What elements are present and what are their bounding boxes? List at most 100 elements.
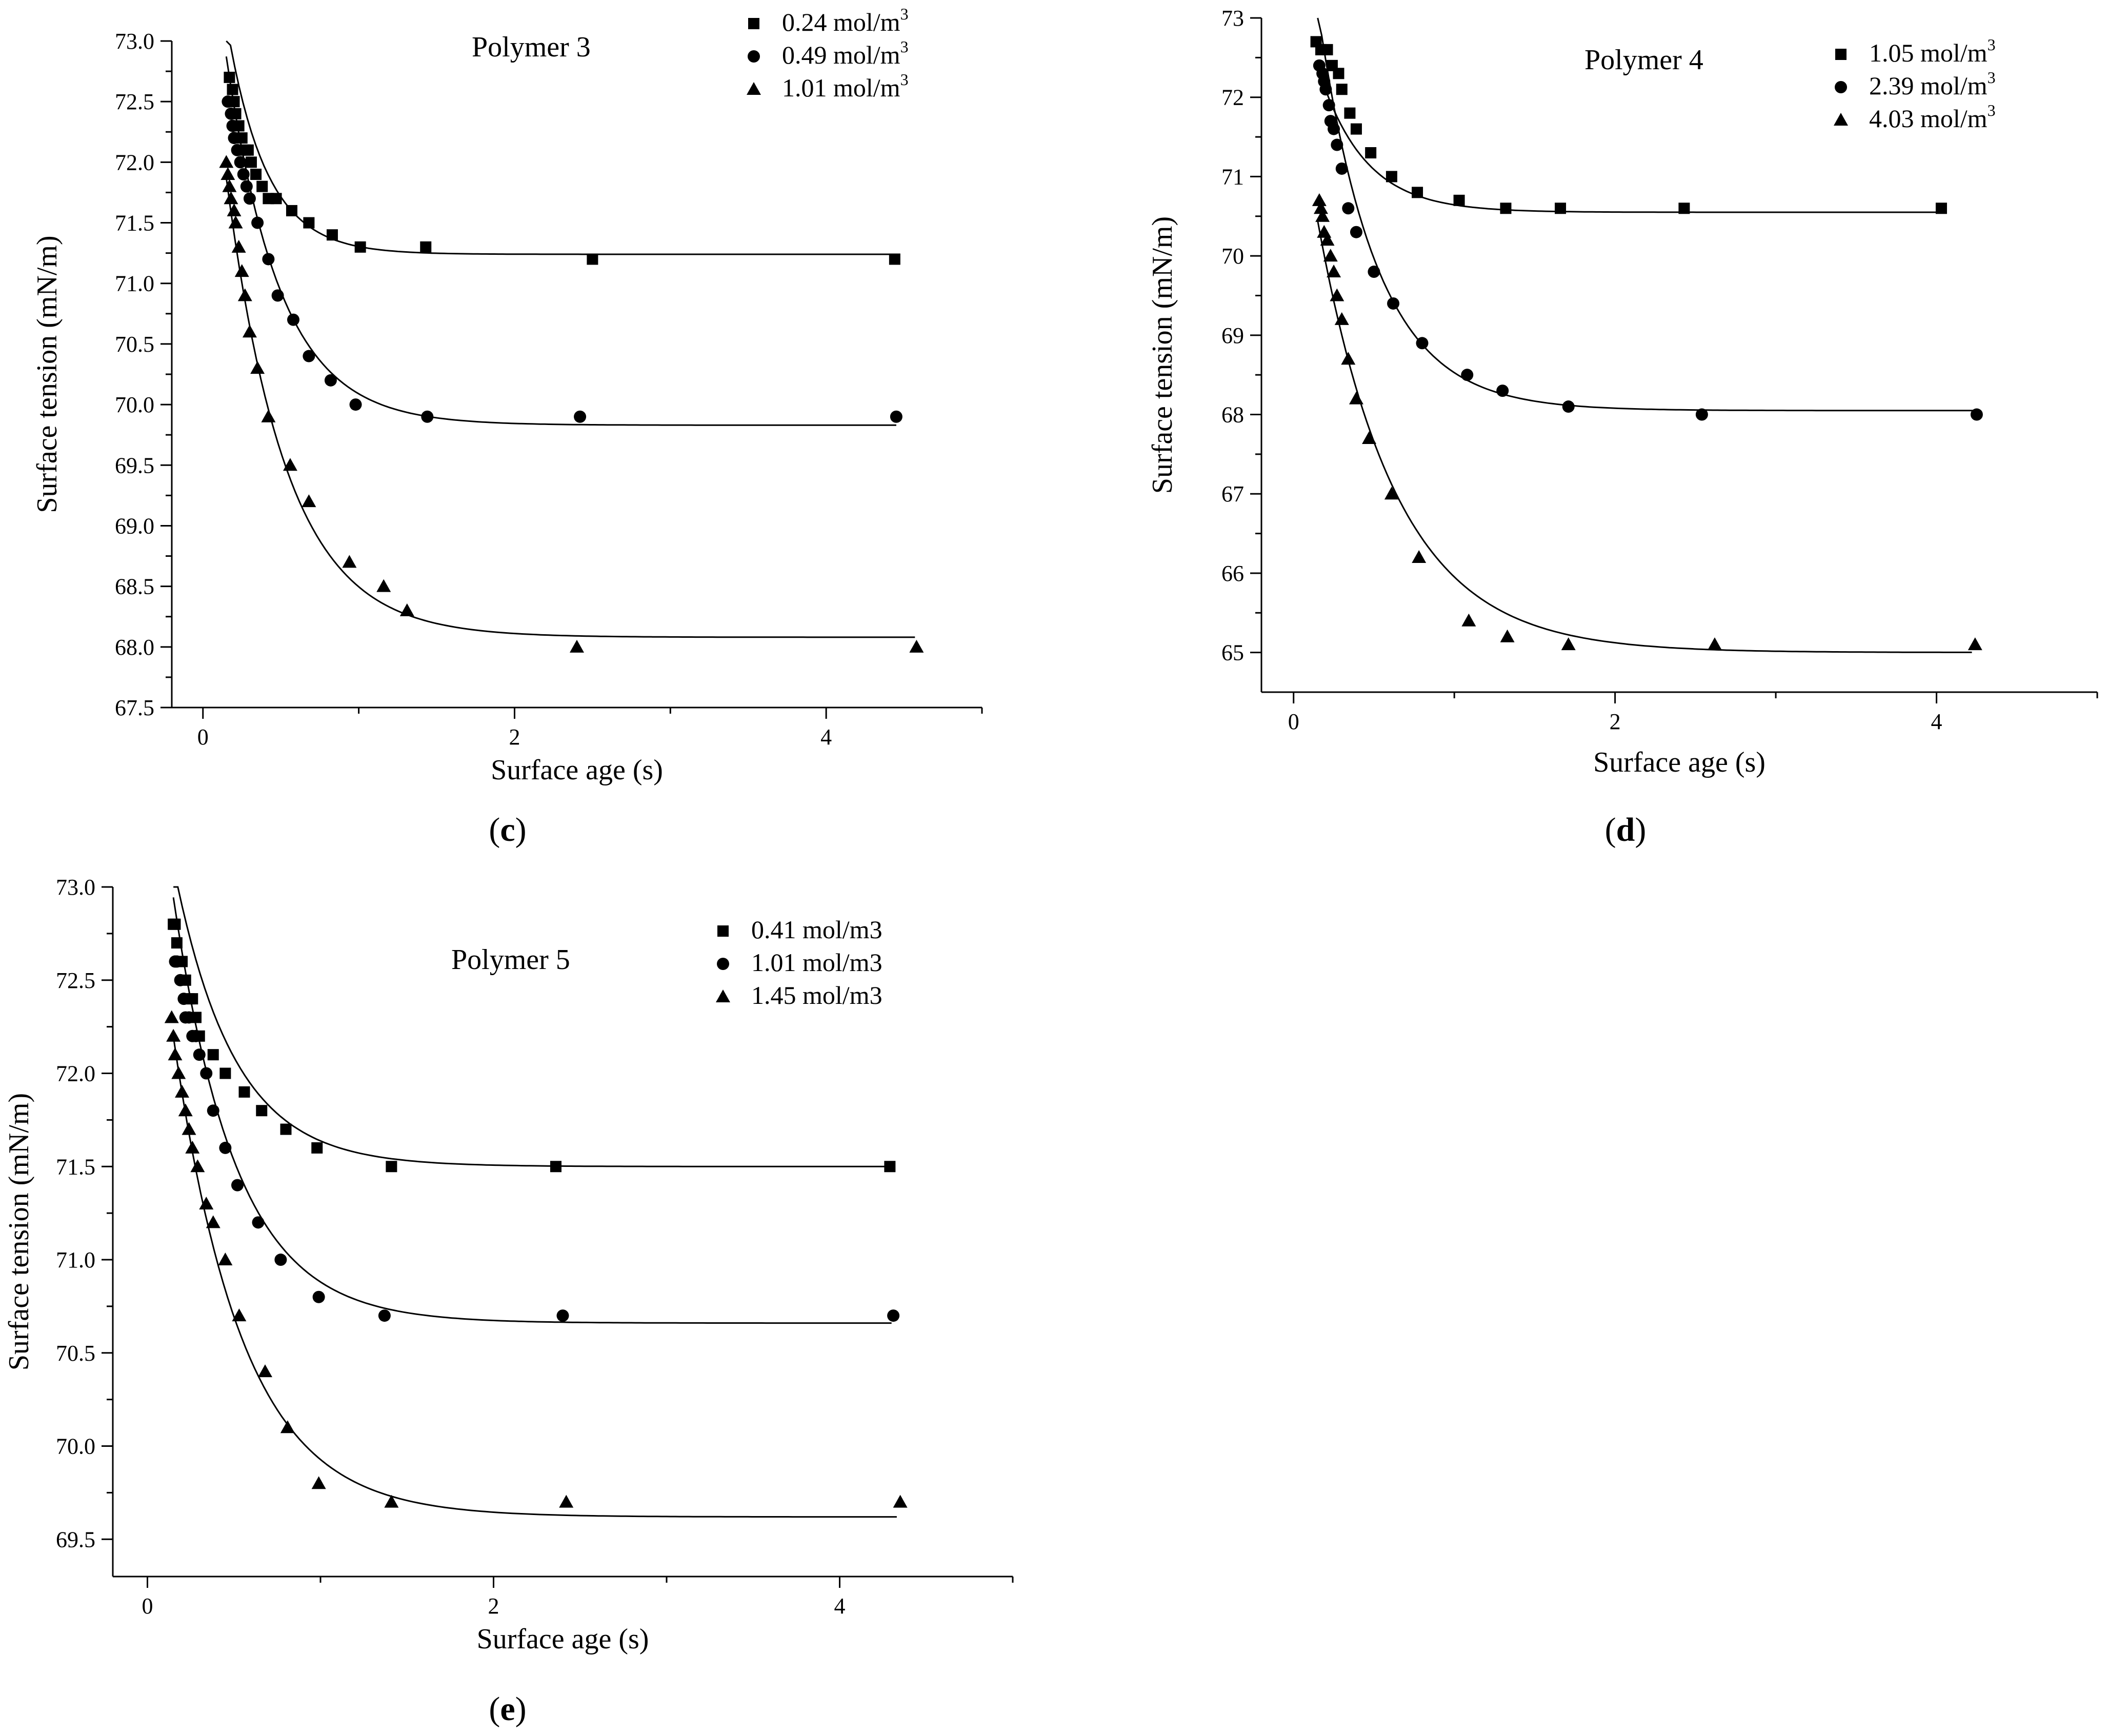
data-point-circle (177, 993, 190, 1005)
x-tick-label: 0 (142, 1593, 153, 1619)
data-point-triangle (570, 639, 584, 653)
data-point-circle (890, 410, 902, 423)
data-point-triangle (231, 239, 246, 253)
data-point-circle (252, 1216, 265, 1229)
data-point-square (354, 241, 366, 253)
data-point-square (1336, 84, 1348, 95)
data-point-circle (251, 216, 264, 229)
data-point-triangle (1313, 201, 1328, 214)
data-point-triangle (893, 1495, 908, 1508)
data-point-triangle (399, 603, 414, 616)
x-tick-label: 2 (1610, 709, 1621, 734)
data-point-square (386, 1161, 397, 1173)
data-point-triangle (168, 1047, 183, 1061)
data-point-square (1500, 203, 1512, 214)
legend-marker-square (748, 18, 759, 29)
x-axis-title: Surface age (s) (1593, 746, 1765, 778)
fit-curve-series-1 (173, 886, 888, 1167)
data-point-circle (228, 132, 240, 145)
legend-label: 1.05 mol/m3 (1869, 35, 1996, 67)
data-point-square (270, 193, 282, 205)
data-point-triangle (1334, 312, 1349, 325)
fit-curve-series-3 (225, 177, 915, 638)
y-tick-label: 72 (1221, 85, 1244, 110)
chart-panel-d: 0 2 4 65 66 67 68 69 70 71 72 73 Surface age (s) Surf… (1147, 6, 2098, 849)
data-point-triangle (242, 325, 257, 338)
data-point-square (280, 1123, 292, 1135)
data-point-circle (887, 1309, 900, 1322)
y-tick-label: 71 (1221, 164, 1244, 189)
y-tick-label: 70 (1221, 244, 1244, 269)
x-axis-title: Surface age (s) (491, 754, 663, 786)
fit-curve-series-2 (225, 56, 896, 426)
data-point-triangle (283, 458, 297, 471)
data-point-square (256, 180, 268, 192)
legend-label: 0.49 mol/m3 (782, 37, 909, 69)
y-tick-label: 72.5 (115, 89, 154, 114)
data-point-triangle (1315, 209, 1330, 222)
data-point-circle (190, 1030, 202, 1042)
data-point-triangle (311, 1476, 326, 1489)
panel-label: (c) (489, 811, 526, 849)
data-point-square (207, 1049, 219, 1061)
data-point-square (219, 1067, 231, 1079)
legend-label: 0.41 mol/m3 (751, 915, 882, 944)
data-point-triangle (1461, 613, 1476, 627)
data-point-square (311, 1142, 323, 1154)
data-point-circle (1387, 297, 1400, 310)
data-point-triangle (185, 1140, 200, 1154)
data-point-triangle (222, 179, 237, 192)
data-point-triangle (182, 1122, 196, 1135)
data-point-circle (231, 144, 244, 156)
data-point-triangle (250, 361, 265, 374)
data-point-square (250, 169, 262, 180)
data-point-triangle (261, 409, 276, 422)
data-point-square (245, 156, 257, 168)
data-point-triangle (1968, 637, 1982, 651)
data-point-circle (378, 1309, 391, 1322)
x-tick-label: 4 (834, 1593, 846, 1619)
y-tick-label: 72.0 (115, 150, 154, 175)
data-point-circle (222, 95, 234, 108)
data-point-triangle (909, 639, 924, 653)
panel-label: (d) (1605, 811, 1647, 849)
data-point-circle (1328, 123, 1340, 135)
data-point-triangle (219, 155, 234, 168)
x-tick-label: 2 (509, 724, 520, 750)
data-point-circle (237, 168, 250, 180)
y-tick-label: 68 (1221, 402, 1244, 428)
y-tick-label: 73.0 (115, 29, 154, 54)
legend-label: 4.03 mol/m3 (1869, 101, 1996, 133)
data-point-square (1935, 203, 1947, 214)
data-point-circle (1461, 369, 1474, 381)
legend-label: 1.01 mol/m3 (751, 948, 882, 977)
data-point-triangle (228, 215, 243, 229)
data-point-circle (1695, 408, 1708, 421)
data-point-circle (243, 192, 256, 205)
x-axis-title: Surface age (s) (477, 1623, 649, 1655)
data-point-triangle (166, 1028, 181, 1042)
y-axis-title: Surface tension (mN/m) (3, 1093, 35, 1370)
data-point-circle (240, 180, 253, 193)
data-point-square (550, 1161, 561, 1173)
y-tick-label: 70.0 (115, 392, 154, 417)
data-point-circle (262, 253, 275, 266)
data-point-square (238, 1086, 250, 1098)
data-point-square (256, 1105, 268, 1117)
data-point-square (286, 205, 297, 216)
legend-label: 2.39 mol/m3 (1869, 68, 1996, 100)
data-point-circle (200, 1067, 213, 1080)
data-point-circle (312, 1290, 325, 1303)
panel-label: (e) (489, 1690, 526, 1728)
legend-marker-circle (748, 50, 760, 63)
fit-curve-series-1 (226, 40, 896, 255)
data-point-triangle (1327, 265, 1341, 278)
data-point-circle (1970, 408, 1983, 421)
y-tick-label: 71.5 (115, 211, 154, 236)
y-tick-label: 69.0 (115, 513, 154, 538)
data-point-circle (303, 350, 315, 362)
legend-marker-circle (717, 958, 729, 970)
fit-curve-series-2 (172, 897, 892, 1324)
data-point-circle (1496, 385, 1509, 397)
data-point-triangle (175, 1084, 189, 1098)
